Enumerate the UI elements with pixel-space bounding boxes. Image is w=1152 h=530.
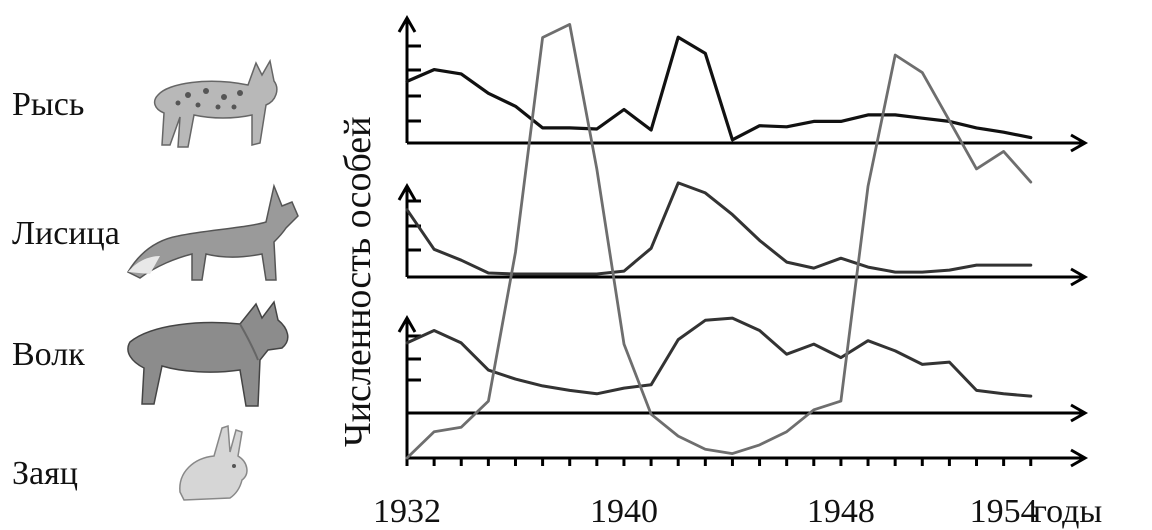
hare-icon — [179, 424, 248, 501]
animal-legend: Рысь Лисица Волк Заяц — [12, 58, 299, 501]
axes — [397, 14, 1089, 468]
y-axis-label: Численность особей — [337, 117, 379, 448]
series-layer — [405, 22, 1033, 460]
series-line-3 — [405, 316, 1033, 398]
x-axis-arrow-4 — [1070, 448, 1089, 468]
label-hare: Заяц — [12, 455, 78, 492]
lynx-icon — [153, 58, 278, 148]
x-tick-label-1940: 1940 — [590, 493, 658, 530]
y-axis-arrow-2 — [397, 182, 417, 201]
x-axis-label: годы — [1033, 493, 1102, 530]
series-line-4 — [405, 22, 1033, 460]
x-tick-labels: 1932 1940 1948 1954 — [373, 493, 1038, 530]
x-tick-label-1954: 1954 — [970, 493, 1038, 530]
x-axis-arrow-1 — [1070, 133, 1089, 153]
label-wolf: Волк — [12, 336, 85, 373]
fox-icon — [126, 183, 299, 281]
series-line-1 — [405, 35, 1033, 142]
series-line-2 — [405, 181, 1033, 276]
y-axis-arrow-1 — [397, 14, 417, 33]
x-tick-label-1932: 1932 — [373, 493, 441, 530]
label-lynx: Рысь — [12, 86, 84, 123]
x-axis-arrow-3 — [1070, 403, 1089, 423]
y-axis-arrow-3 — [397, 314, 417, 333]
x-axis-arrow-2 — [1070, 267, 1089, 287]
label-fox: Лисица — [12, 215, 120, 252]
wolf-icon — [127, 300, 289, 407]
x-tick-label-1948: 1948 — [807, 493, 875, 530]
